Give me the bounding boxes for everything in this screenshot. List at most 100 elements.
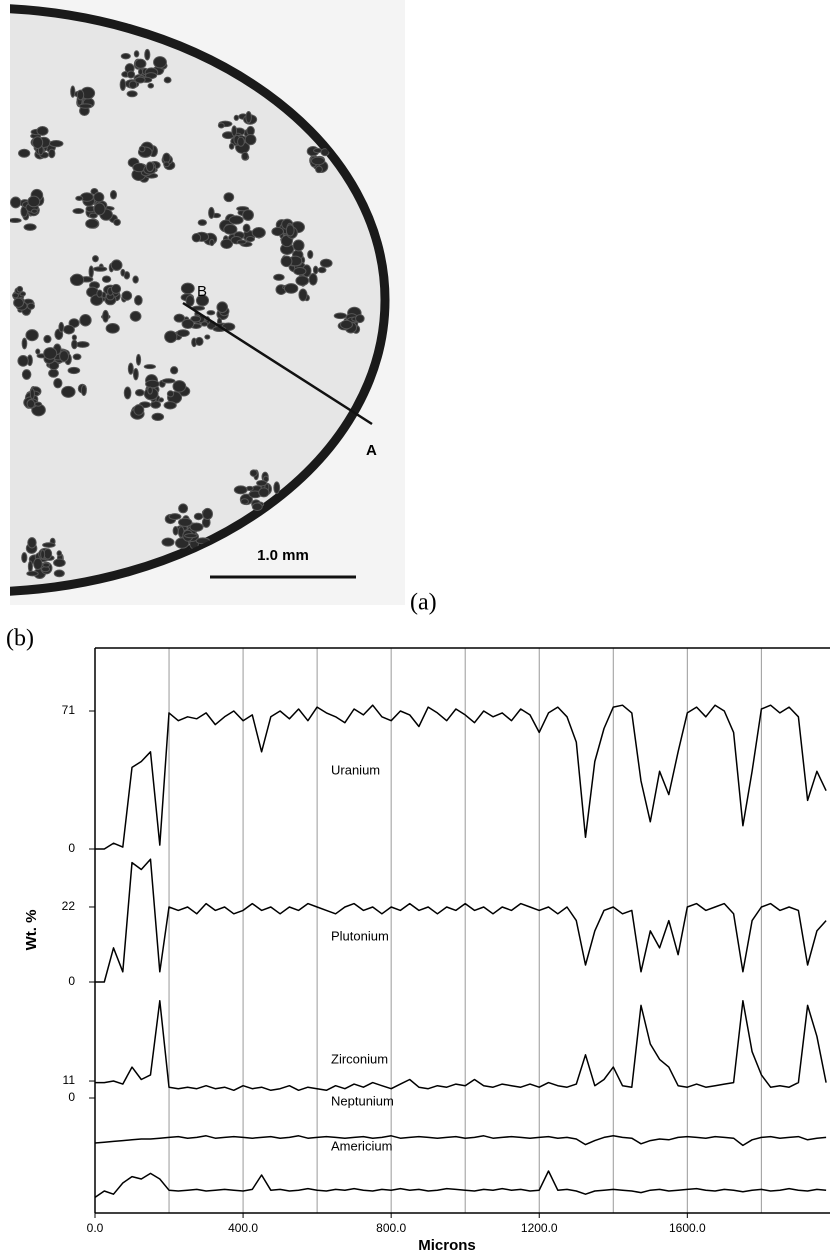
grain xyxy=(258,487,270,498)
grain xyxy=(79,313,92,327)
grain xyxy=(70,273,85,287)
grain xyxy=(242,209,254,221)
grain xyxy=(13,297,25,308)
grain xyxy=(204,334,211,340)
grain xyxy=(27,537,37,549)
grain xyxy=(161,378,176,384)
grain xyxy=(158,397,165,403)
grain xyxy=(339,319,353,330)
grain xyxy=(164,330,178,344)
grain xyxy=(271,226,285,237)
grain xyxy=(172,380,187,393)
grain xyxy=(228,215,244,225)
grain xyxy=(320,148,330,157)
y-tick-label: 0 xyxy=(68,974,75,988)
grain xyxy=(119,78,127,91)
grain xyxy=(113,218,121,227)
grain xyxy=(244,133,257,146)
grain xyxy=(78,103,93,109)
grain xyxy=(173,313,186,323)
marker-b: B xyxy=(197,283,207,300)
grain xyxy=(27,302,36,310)
grain xyxy=(53,569,65,578)
grain xyxy=(176,329,190,338)
grain xyxy=(102,309,109,323)
y-tick-label: 0 xyxy=(68,1090,75,1104)
grain xyxy=(180,282,195,295)
grain xyxy=(133,50,140,58)
grain xyxy=(27,195,41,208)
y-tick-label: 11 xyxy=(63,1073,76,1087)
grain xyxy=(242,223,251,233)
grain xyxy=(245,236,255,243)
grain xyxy=(21,337,28,350)
grain xyxy=(33,557,43,571)
series-label: Uranium xyxy=(331,762,380,777)
grain xyxy=(126,70,136,79)
grain xyxy=(27,560,33,573)
grain xyxy=(193,512,204,521)
grain xyxy=(208,206,215,219)
grain xyxy=(144,48,151,61)
x-tick-label: 400.0 xyxy=(228,1221,258,1235)
grain xyxy=(42,562,51,568)
grain xyxy=(206,310,216,316)
grain xyxy=(76,89,85,101)
grain xyxy=(128,80,138,89)
grain xyxy=(88,212,98,219)
grain xyxy=(134,76,146,84)
marker-a: A xyxy=(366,442,377,459)
grain xyxy=(110,283,122,294)
grain xyxy=(315,165,323,174)
grain xyxy=(58,321,65,333)
grain xyxy=(197,219,207,226)
grain xyxy=(132,367,139,381)
grain xyxy=(48,368,59,378)
grain xyxy=(40,549,46,560)
grain xyxy=(170,366,179,375)
grain xyxy=(308,273,318,286)
grain xyxy=(355,314,365,324)
grain xyxy=(231,125,238,137)
grain xyxy=(72,208,85,215)
y-axis-title: Wt. % xyxy=(23,910,40,951)
grain xyxy=(138,145,146,153)
grain xyxy=(228,142,235,150)
grain xyxy=(43,334,52,344)
grain xyxy=(26,570,39,577)
grain xyxy=(23,223,37,231)
grain xyxy=(48,140,64,148)
y-tick-label: 71 xyxy=(62,703,76,717)
grain xyxy=(240,498,249,505)
grain xyxy=(134,58,147,69)
grain xyxy=(110,259,123,271)
grain xyxy=(151,412,165,422)
grain xyxy=(163,161,170,168)
grain xyxy=(93,202,106,216)
grain xyxy=(62,324,75,335)
grain xyxy=(120,268,126,277)
grain xyxy=(75,341,90,348)
grain xyxy=(43,347,58,360)
grain xyxy=(312,265,319,275)
grain xyxy=(126,90,138,98)
grain xyxy=(256,479,268,487)
grain xyxy=(21,369,32,380)
grain xyxy=(10,217,22,224)
grain xyxy=(178,517,193,527)
grain xyxy=(10,196,22,209)
grain xyxy=(223,192,235,203)
grain xyxy=(71,334,77,341)
grain xyxy=(178,503,189,514)
grain xyxy=(30,208,38,214)
grain xyxy=(70,85,76,98)
grain xyxy=(85,218,99,229)
grain xyxy=(223,223,238,235)
grain xyxy=(307,249,314,259)
series-label: Zirconium xyxy=(331,1051,388,1066)
grain xyxy=(184,533,198,539)
grain xyxy=(162,152,171,164)
grain xyxy=(195,294,210,307)
grain xyxy=(233,114,240,121)
grain xyxy=(138,68,144,76)
